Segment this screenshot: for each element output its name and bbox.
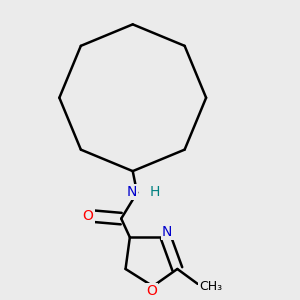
Text: CH₃: CH₃ — [200, 280, 223, 293]
Text: H: H — [150, 185, 160, 199]
Text: O: O — [146, 284, 157, 298]
Text: N: N — [127, 185, 137, 199]
Text: O: O — [83, 209, 94, 223]
Text: N: N — [162, 225, 172, 239]
